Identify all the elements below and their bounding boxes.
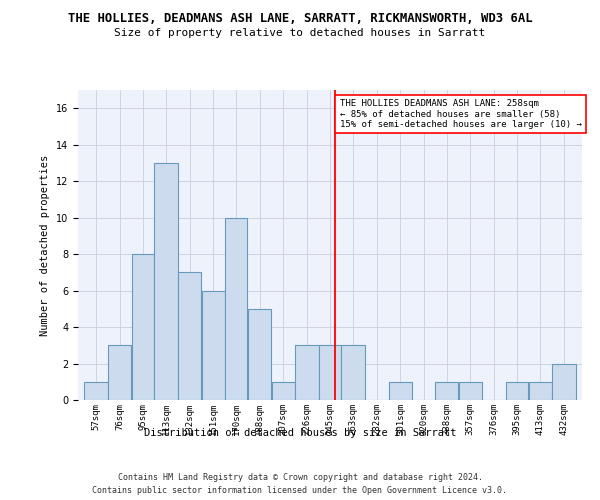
Bar — [529, 382, 552, 400]
Bar — [295, 346, 319, 400]
Text: Distribution of detached houses by size in Sarratt: Distribution of detached houses by size … — [144, 428, 456, 438]
Text: Contains HM Land Registry data © Crown copyright and database right 2024.: Contains HM Land Registry data © Crown c… — [118, 472, 482, 482]
Text: Contains public sector information licensed under the Open Government Licence v3: Contains public sector information licen… — [92, 486, 508, 495]
Bar — [389, 382, 412, 400]
Bar — [202, 290, 225, 400]
Bar — [85, 382, 108, 400]
Bar — [459, 382, 482, 400]
Bar — [226, 218, 247, 400]
Bar — [552, 364, 575, 400]
Bar — [132, 254, 154, 400]
Bar — [108, 346, 131, 400]
Bar — [319, 346, 341, 400]
Text: THE HOLLIES, DEADMANS ASH LANE, SARRATT, RICKMANSWORTH, WD3 6AL: THE HOLLIES, DEADMANS ASH LANE, SARRATT,… — [68, 12, 532, 26]
Bar — [435, 382, 458, 400]
Bar — [341, 346, 365, 400]
Bar — [178, 272, 201, 400]
Text: THE HOLLIES DEADMANS ASH LANE: 258sqm
← 85% of detached houses are smaller (58)
: THE HOLLIES DEADMANS ASH LANE: 258sqm ← … — [340, 99, 582, 129]
Bar — [272, 382, 295, 400]
Bar — [506, 382, 528, 400]
Text: Size of property relative to detached houses in Sarratt: Size of property relative to detached ho… — [115, 28, 485, 38]
Bar — [248, 309, 271, 400]
Bar — [154, 163, 178, 400]
Y-axis label: Number of detached properties: Number of detached properties — [40, 154, 50, 336]
